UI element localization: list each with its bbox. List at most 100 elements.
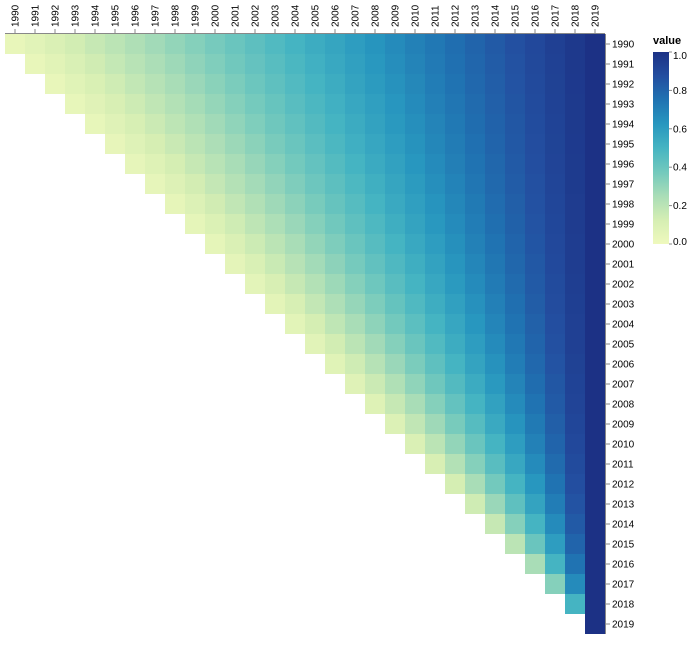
heatmap-cell	[485, 414, 505, 434]
heatmap-cell	[185, 214, 205, 234]
heatmap-cell	[505, 154, 525, 174]
heatmap-cell	[165, 54, 185, 74]
heatmap-cell	[365, 154, 385, 174]
heatmap-cell	[565, 94, 585, 114]
heatmap-cell	[365, 354, 385, 374]
heatmap-cell	[285, 114, 305, 134]
heatmap-cell	[545, 534, 565, 554]
heatmap-cell	[285, 234, 305, 254]
heatmap-cell	[205, 154, 225, 174]
heatmap-cell	[565, 34, 585, 54]
heatmap-cell	[465, 294, 485, 314]
heatmap-cell	[105, 134, 125, 154]
heatmap-cell	[285, 94, 305, 114]
heatmap-cell	[505, 294, 525, 314]
heatmap-cell	[585, 234, 605, 254]
heatmap-cell	[145, 134, 165, 154]
heatmap-cell	[245, 194, 265, 214]
heatmap-cell	[525, 394, 545, 414]
heatmap-cell	[405, 234, 425, 254]
heatmap-cell	[525, 514, 545, 534]
heatmap-cell	[165, 174, 185, 194]
heatmap-cell	[485, 254, 505, 274]
heatmap-cell	[525, 334, 545, 354]
y-tick-label: 2007	[612, 380, 635, 391]
y-tick-label: 1994	[612, 120, 635, 131]
heatmap-cell	[405, 94, 425, 114]
heatmap-cell	[445, 54, 465, 74]
y-tick-label: 2010	[612, 440, 635, 451]
heatmap-cell	[365, 334, 385, 354]
heatmap-cell	[345, 54, 365, 74]
heatmap-cell	[105, 34, 125, 54]
heatmap-cell	[445, 214, 465, 234]
heatmap-cell	[405, 314, 425, 334]
heatmap-cell	[285, 254, 305, 274]
heatmap-cell	[385, 254, 405, 274]
heatmap-cell	[485, 474, 505, 494]
heatmap-cell	[425, 414, 445, 434]
heatmap-cell	[485, 394, 505, 414]
heatmap-cell	[405, 394, 425, 414]
heatmap-cell	[585, 494, 605, 514]
heatmap-cell	[325, 194, 345, 214]
heatmap-cell	[445, 414, 465, 434]
heatmap-cell	[345, 34, 365, 54]
y-tick-label: 2013	[612, 500, 635, 511]
heatmap-cell	[465, 334, 485, 354]
heatmap-cell	[505, 354, 525, 374]
heatmap-cell	[385, 214, 405, 234]
heatmap-cell	[305, 294, 325, 314]
x-tick-label: 2014	[491, 4, 502, 27]
heatmap-cell	[585, 34, 605, 54]
heatmap-cell	[485, 214, 505, 234]
heatmap-cell	[145, 154, 165, 174]
heatmap-cell	[565, 134, 585, 154]
heatmap-cell	[385, 334, 405, 354]
heatmap-cell	[545, 174, 565, 194]
heatmap-cell	[585, 54, 605, 74]
heatmap-cell	[365, 94, 385, 114]
heatmap-cell	[365, 374, 385, 394]
heatmap-cell	[585, 294, 605, 314]
heatmap-cell	[525, 494, 545, 514]
y-tick-label: 2005	[612, 340, 635, 351]
heatmap-cell	[305, 194, 325, 214]
heatmap-cell	[305, 314, 325, 334]
heatmap-cell	[165, 34, 185, 54]
heatmap-cell	[385, 34, 405, 54]
heatmap-cell	[245, 54, 265, 74]
heatmap-cell	[305, 274, 325, 294]
heatmap-cell	[405, 214, 425, 234]
heatmap-cell	[425, 114, 445, 134]
heatmap-cell	[425, 134, 445, 154]
heatmap-cell	[505, 474, 525, 494]
heatmap-cell	[505, 494, 525, 514]
heatmap-cell	[425, 454, 445, 474]
heatmap-cell	[525, 114, 545, 134]
heatmap-cell	[485, 134, 505, 154]
y-tick-label: 2000	[612, 240, 635, 251]
heatmap-cell	[565, 594, 585, 614]
heatmap-cell	[585, 334, 605, 354]
heatmap-cell	[345, 94, 365, 114]
heatmap-cell	[245, 154, 265, 174]
heatmap-cell	[225, 34, 245, 54]
heatmap-cell	[465, 114, 485, 134]
heatmap-cell	[525, 174, 545, 194]
heatmap-cell	[505, 134, 525, 154]
heatmap-cell	[125, 74, 145, 94]
heatmap-cell	[265, 294, 285, 314]
y-tick-label: 2001	[612, 260, 635, 271]
x-tick-label: 1996	[131, 4, 142, 27]
heatmap-cell	[525, 354, 545, 374]
x-tick-label: 2007	[351, 4, 362, 27]
heatmap-cell	[485, 434, 505, 454]
heatmap-cell	[545, 194, 565, 214]
heatmap-cell	[305, 174, 325, 194]
heatmap-cell	[545, 74, 565, 94]
heatmap-cell	[305, 34, 325, 54]
heatmap-cell	[185, 194, 205, 214]
heatmap-cell	[445, 314, 465, 334]
